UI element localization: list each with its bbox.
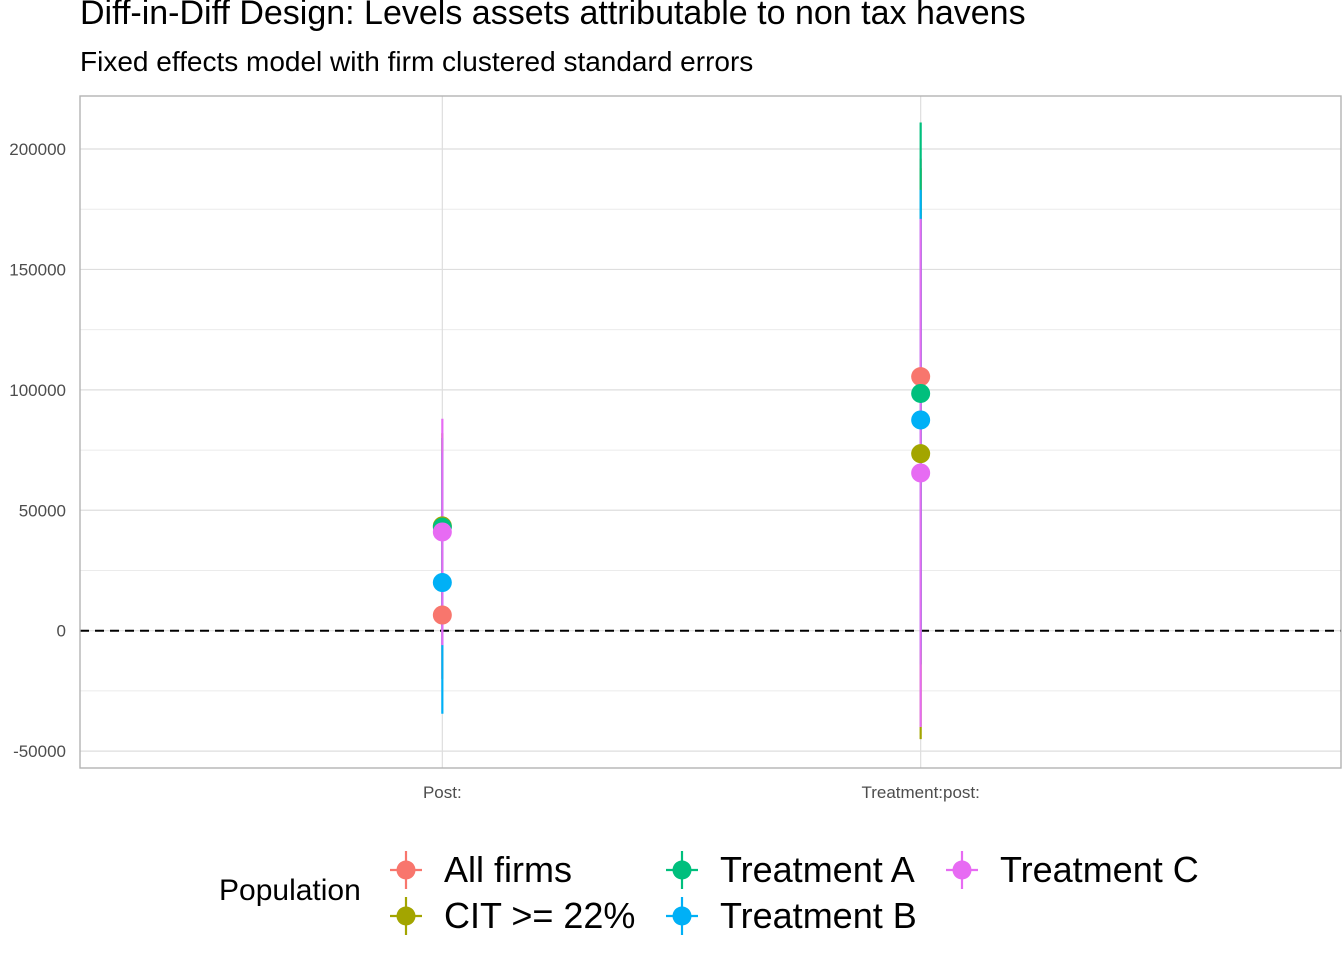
legend-label: All firms [444, 849, 572, 890]
legend-label: Treatment C [1000, 849, 1199, 890]
legend-key-dot [672, 906, 692, 926]
legend-title: Population [219, 874, 361, 907]
legend-key [662, 894, 702, 938]
legend-key-dot [952, 860, 972, 880]
error-bar-layer [441, 122, 922, 740]
point-layer [432, 367, 931, 625]
legend-label: CIT >= 22% [444, 895, 636, 936]
y-tick-label: 50000 [19, 501, 66, 520]
legend-key-dot [672, 860, 692, 880]
legend-key-dot [396, 860, 416, 880]
y-tick-label: 150000 [9, 260, 66, 279]
legend-item: CIT >= 22% [386, 894, 635, 938]
x-tick-label: Treatment:post: [861, 783, 979, 802]
panel-border [79, 95, 1342, 769]
chart-subtitle: Fixed effects model with firm clustered … [80, 46, 754, 77]
legend-key [386, 848, 426, 892]
legend-key [662, 848, 702, 892]
legend-key [942, 848, 982, 892]
legend-key [386, 894, 426, 938]
legend-item: Treatment B [662, 894, 917, 938]
y-tick-label: 0 [57, 622, 66, 641]
point-estimate [432, 522, 452, 542]
legend-item: Treatment C [942, 848, 1199, 892]
legend-item: All firms [386, 848, 572, 892]
y-tick-label: 200000 [9, 140, 66, 159]
point-estimate [911, 367, 931, 387]
legend-label: Treatment B [720, 895, 917, 936]
y-tick-label: -50000 [13, 742, 66, 761]
point-estimate [432, 573, 452, 593]
chart-title: Diff-in-Diff Design: Levels assets attri… [80, 0, 1026, 32]
point-estimate [911, 410, 931, 430]
point-estimate [911, 444, 931, 464]
legend-label: Treatment A [720, 849, 915, 890]
point-estimate [432, 605, 452, 625]
legend-item: Treatment A [662, 848, 915, 892]
axis-layer: -50000 0 50000 100000 150000 200000 Post: Treat… [9, 95, 1342, 802]
y-tick-label: 100000 [9, 381, 66, 400]
point-estimate [911, 383, 931, 403]
point-estimate [911, 463, 931, 483]
legend-key-dot [396, 906, 416, 926]
x-tick-label: Post: [423, 783, 462, 802]
grid-layer [80, 96, 1341, 768]
